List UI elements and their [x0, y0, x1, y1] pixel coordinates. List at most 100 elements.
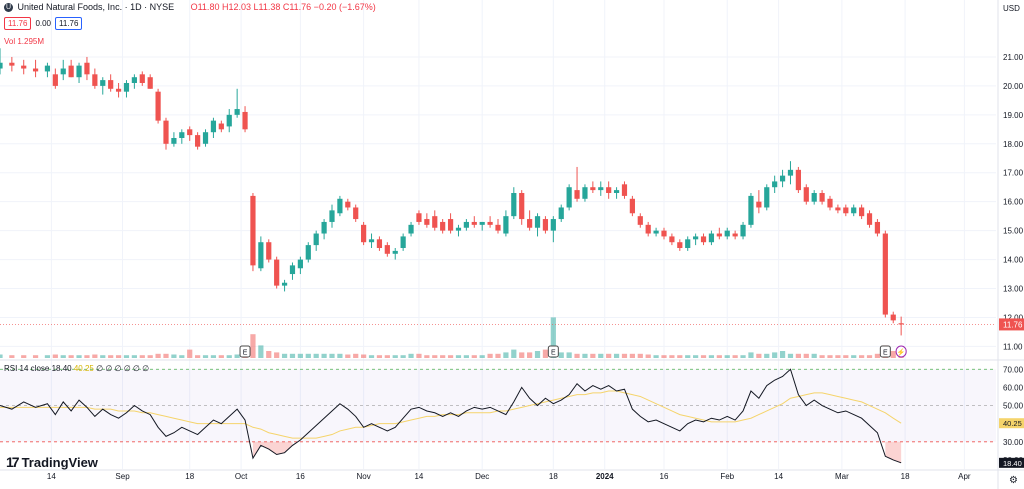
rsi-line: [0, 368, 902, 464]
candle: [669, 233, 675, 246]
candle: [455, 224, 462, 237]
candle-body: [376, 239, 383, 248]
volume-bar: [210, 355, 217, 358]
volume-bar: [258, 345, 264, 358]
candle-body: [851, 207, 857, 214]
candle: [598, 181, 604, 196]
volume-bar: [566, 352, 572, 358]
earnings-marker-label: E: [551, 350, 556, 357]
candle-body: [764, 187, 770, 208]
candle: [202, 129, 209, 147]
candle-body: [195, 135, 201, 147]
volume-bar: [795, 353, 801, 358]
time-tick-label: Sep: [115, 472, 130, 481]
volume-bar: [590, 353, 596, 358]
candle-body: [819, 193, 825, 202]
candle: [811, 190, 817, 205]
candle: [84, 56, 90, 81]
candle: [131, 74, 137, 89]
time-tick-label: 2024: [596, 472, 614, 481]
volume-bar: [400, 355, 406, 358]
volume-bar: [368, 355, 375, 358]
volume-bar: [653, 355, 659, 358]
candle: [534, 213, 541, 237]
candle: [874, 219, 881, 237]
volume-bar: [582, 353, 588, 358]
ask-box[interactable]: 11.76: [55, 17, 83, 30]
candle-body: [100, 80, 106, 86]
volume-bar: [819, 355, 825, 358]
price-tick-label: 13.00: [1003, 285, 1024, 294]
candle: [108, 74, 114, 92]
volume-bar: [432, 355, 438, 358]
price-tick-label: 18.00: [1003, 140, 1024, 149]
volume-bar: [313, 353, 319, 358]
rsi-tick-label: 50.00: [1003, 402, 1024, 411]
last-price-label: 11.76: [1003, 320, 1023, 329]
volume-bar: [637, 353, 643, 358]
candle: [226, 109, 232, 133]
price-tick-label: 21.00: [1003, 53, 1024, 62]
candle: [724, 227, 730, 240]
rsi-legend[interactable]: RSI 14 close 18.40 40.25 ∅ ∅ ∅ ∅ ∅ ∅: [4, 364, 149, 373]
candle: [163, 117, 169, 150]
symbol-icon: U: [4, 3, 13, 13]
candle-body: [835, 207, 841, 211]
volume-bar: [131, 355, 137, 358]
volume-bar: [511, 349, 517, 358]
volume-bar: [613, 353, 620, 358]
candle: [274, 256, 280, 289]
candle: [400, 233, 406, 251]
candle: [123, 80, 130, 98]
volume-bar: [139, 355, 145, 358]
volume-bar: [202, 355, 209, 358]
tradingview-logo[interactable]: 17 TradingView: [6, 454, 98, 470]
earnings-marker-box: [547, 345, 559, 358]
gear-icon[interactable]: ⚙: [1009, 475, 1018, 486]
volume-bar: [297, 353, 303, 358]
volume-bar: [187, 349, 193, 358]
time-tick-label: Oct: [235, 472, 248, 481]
candle-body: [566, 187, 572, 208]
symbol-legend[interactable]: U United Natural Foods, Inc. · 1D · NYSE…: [4, 2, 376, 13]
candle: [68, 59, 74, 78]
volume-bar: [376, 355, 383, 358]
bid-box[interactable]: 11.76: [4, 17, 32, 30]
candle: [195, 132, 201, 150]
volume-bar: [179, 355, 185, 358]
price-tick-label: 17.00: [1003, 169, 1024, 178]
volume-bar: [274, 352, 280, 358]
volume-bar: [890, 351, 896, 358]
volume-bar: [479, 355, 485, 358]
volume-legend[interactable]: Vol 1.295M: [4, 37, 45, 46]
time-tick-label: 14: [414, 472, 423, 481]
price-tick-label: 20.00: [1003, 82, 1024, 91]
candle: [440, 219, 446, 234]
volume-bar: [155, 353, 161, 358]
symbol-title[interactable]: United Natural Foods, Inc. · 1D · NYSE: [17, 2, 175, 12]
candle: [210, 117, 217, 138]
currency-label[interactable]: USD: [1003, 4, 1020, 13]
volume-bar: [52, 354, 58, 358]
candle-body: [108, 80, 114, 89]
candle: [139, 71, 145, 86]
volume-bar: [558, 352, 564, 358]
candle: [503, 210, 509, 237]
candle-body: [827, 198, 833, 208]
candle-body: [637, 216, 643, 225]
candle-body: [368, 239, 375, 243]
candle-body: [250, 195, 256, 266]
volume-bar: [416, 353, 422, 358]
price-tick-label: 16.00: [1003, 198, 1024, 207]
candle-body: [558, 207, 564, 220]
volume-bar: [408, 353, 414, 358]
rsi-tail: ∅ ∅ ∅ ∅ ∅ ∅: [96, 364, 150, 373]
candle: [637, 213, 643, 228]
candle: [685, 236, 691, 251]
candle: [100, 77, 106, 95]
earnings-markers: E E E ⚡: [239, 345, 907, 358]
candle: [376, 236, 383, 251]
